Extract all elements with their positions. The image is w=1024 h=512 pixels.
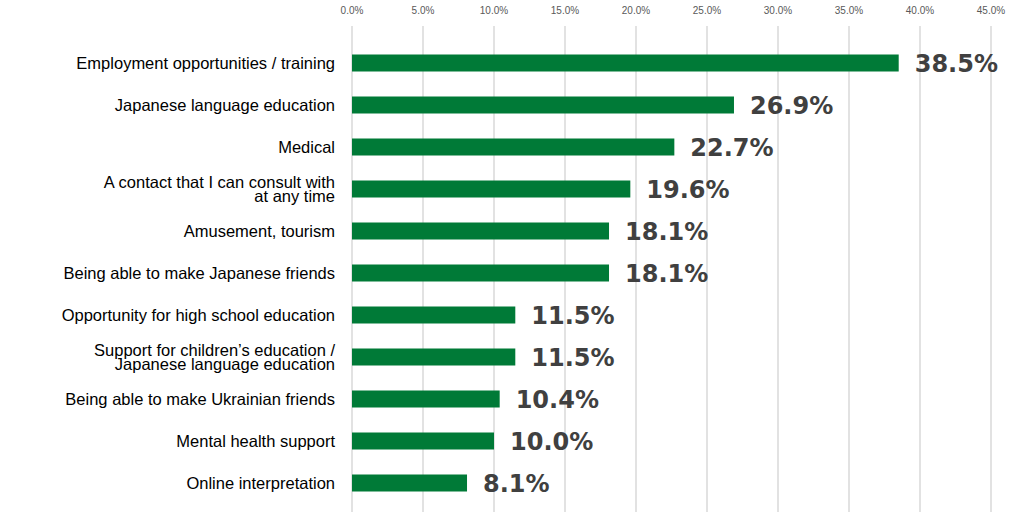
bars [352,55,899,492]
data-label: 19.6% [646,176,729,204]
tick-label: 40.0% [906,5,934,16]
category-label: A contact that I can consult withat any … [104,173,335,205]
category-label: Amusement, tourism [184,222,335,240]
category-label-line: Medical [278,138,335,156]
bar [352,475,467,492]
category-label: Being able to make Ukrainian friends [65,390,335,408]
category-label: Mental health support [176,432,335,450]
category-label: Being able to make Japanese friends [63,264,335,282]
bar [352,307,515,324]
category-label-line: Japanese language education [115,355,335,373]
data-label: 18.1% [625,218,708,246]
tick-label: 45.0% [977,5,1005,16]
tick-label: 35.0% [835,5,863,16]
category-label-line: Being able to make Japanese friends [63,264,335,282]
grid [352,26,991,512]
bar [352,139,674,156]
tick-label: 15.0% [551,5,579,16]
tick-label: 20.0% [622,5,650,16]
bar [352,391,500,408]
data-label: 38.5% [915,50,998,78]
bar [352,265,609,282]
category-label: Online interpretation [186,474,335,492]
data-label: 8.1% [483,470,550,498]
tick-label: 5.0% [412,5,435,16]
bar [352,55,899,72]
tick-label: 0.0% [341,5,364,16]
category-label-line: Mental health support [176,432,335,450]
data-label: 10.0% [510,428,593,456]
data-label: 11.5% [531,302,614,330]
category-label-line: Employment opportunities / training [76,54,335,72]
grid-line [919,26,921,512]
bar [352,97,734,114]
category-label-line: Japanese language education [115,96,335,114]
bar [352,433,494,450]
data-label: 22.7% [690,134,773,162]
category-label-line: at any time [254,187,335,205]
tick-label: 30.0% [764,5,792,16]
data-label: 26.9% [750,92,833,120]
chart: 0.0% 5.0% 10.0% 15.0% 20.0% 25.0% 30.0% 35.0% 40… [0,0,1024,512]
category-label: Medical [278,138,335,156]
category-label: Support for children’s education /Japane… [94,341,335,373]
category-label: Opportunity for high school education [62,306,335,324]
data-label: 11.5% [531,344,614,372]
data-label: 10.4% [516,386,599,414]
category-label-line: Amusement, tourism [184,222,335,240]
tick-label: 25.0% [693,5,721,16]
tick-label: 10.0% [480,5,508,16]
bar [352,223,609,240]
data-label: 18.1% [625,260,708,288]
grid-line [848,26,850,512]
category-label-line: Being able to make Ukrainian friends [65,390,335,408]
grid-line [990,26,992,512]
bar [352,349,515,366]
category-label: Employment opportunities / training [76,54,335,72]
category-label-line: Opportunity for high school education [62,306,335,324]
bar [352,181,630,198]
category-label-line: Online interpretation [186,474,335,492]
category-label: Japanese language education [115,96,335,114]
